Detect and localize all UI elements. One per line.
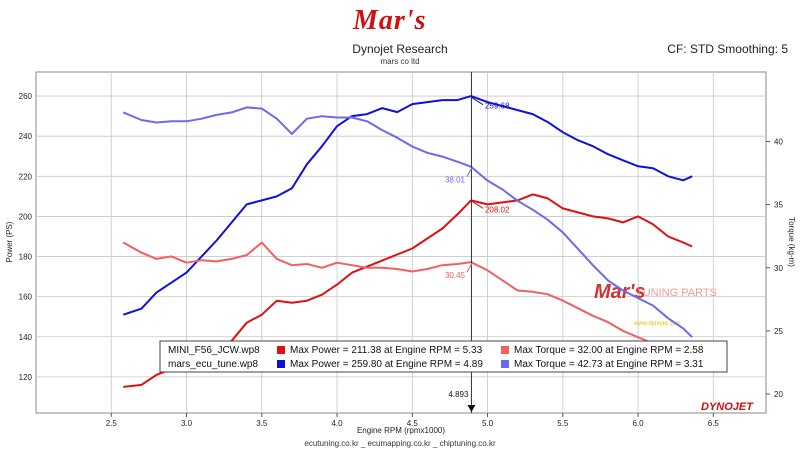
legend-background xyxy=(159,340,728,373)
x-tick-label: 6.0 xyxy=(632,419,644,428)
y-right-tick-label: 30 xyxy=(774,264,783,273)
watermark-text: TUNING PARTS xyxy=(636,287,717,299)
legend-box: MINI_F56_JCW.wp8 Max Power = 211.38 at E… xyxy=(159,340,728,373)
y-axis-left-label: Power (PS) xyxy=(5,221,14,262)
y-left-tick-label: 180 xyxy=(19,253,33,262)
legend-torque-1: Max Torque = 32.00 at Engine RPM = 2.58 xyxy=(514,345,704,356)
correction-factor-label: CF: STD Smoothing: 5 xyxy=(667,42,788,56)
y-left-tick-label: 220 xyxy=(19,172,33,181)
x-tick-label: 2.5 xyxy=(106,419,118,428)
y-right-tick-label: 25 xyxy=(774,327,783,336)
series-line-3 xyxy=(122,241,693,371)
y-left-tick-label: 160 xyxy=(19,293,33,302)
rpm-cursor-label: 4.893 xyxy=(448,390,469,399)
legend-power-1: Max Power = 211.38 at Engine RPM = 5.33 xyxy=(290,345,483,356)
point-label: 30.45 xyxy=(445,271,466,280)
point-label-arrow xyxy=(471,97,484,106)
series-line-2 xyxy=(122,95,693,316)
y-left-tick-label: 260 xyxy=(19,92,33,101)
legend-file-1: MINI_F56_JCW.wp8 xyxy=(168,345,260,356)
x-tick-label: 3.0 xyxy=(181,419,193,428)
point-label: 38.01 xyxy=(445,176,466,185)
y-left-tick-label: 120 xyxy=(19,373,33,382)
point-labels: 259.68 208.02 38.01 30.45 xyxy=(445,97,510,280)
point-label-arrow xyxy=(466,262,473,273)
x-tick-label: 4.5 xyxy=(407,419,419,428)
point-label-arrow xyxy=(471,200,484,209)
legend-torque-2: Max Torque = 42.73 at Engine RPM = 3.31 xyxy=(514,359,704,370)
y-right-tick-label: 40 xyxy=(774,137,783,146)
watermark: Mar's TUNING PARTS www.dynojet.com xyxy=(594,281,717,327)
x-axis-label: Engine RPM (rpmx1000) xyxy=(357,426,445,435)
y-left-tick-label: 140 xyxy=(19,333,33,342)
brand-logo: Mar's xyxy=(353,5,427,36)
legend-swatch-torque-1 xyxy=(501,346,509,354)
legend-power-2: Max Power = 259.80 at Engine RPM = 4.89 xyxy=(290,359,483,370)
dynojet-brand-mark: DYNOJET xyxy=(701,401,754,413)
chart-title: Dynojet Research xyxy=(352,42,448,56)
series-group xyxy=(122,95,693,388)
x-tick-label: 4.0 xyxy=(331,419,343,428)
point-label-arrow xyxy=(466,167,473,177)
point-label: 259.68 xyxy=(485,102,510,111)
y-left-tick-label: 240 xyxy=(19,132,33,141)
legend-swatch-power-1 xyxy=(277,346,285,354)
legend-swatch-power-2 xyxy=(277,360,285,368)
x-tick-label: 5.5 xyxy=(557,419,569,428)
footer-text: ecutuning.co.kr _ ecumapping.co.kr _ chi… xyxy=(304,439,496,448)
y-left-tick-label: 200 xyxy=(19,212,33,221)
series-line-4 xyxy=(122,106,693,338)
x-tick-label: 3.5 xyxy=(256,419,268,428)
legend-file-2: mars_ecu_tune.wp8 xyxy=(168,359,258,370)
rpm-cursor-marker[interactable] xyxy=(467,405,476,412)
y-axis-right-ticks: 20 25 30 35 40 xyxy=(766,137,783,399)
point-label: 208.02 xyxy=(485,205,510,214)
watermark-brand: Mar's xyxy=(594,281,645,303)
y-axis-right-label: Torque (kg-m) xyxy=(787,217,796,267)
x-axis-ticks: 2.5 3.0 3.5 4.0 4.5 5.0 5.5 6.0 6.5 xyxy=(106,413,720,428)
y-right-tick-label: 35 xyxy=(774,201,783,210)
x-tick-label: 5.0 xyxy=(482,419,494,428)
y-axis-left-ticks: 120 140 160 180 200 220 240 260 xyxy=(19,92,33,382)
chart-subtitle: mars co ltd xyxy=(380,57,420,66)
legend-swatch-torque-2 xyxy=(501,360,509,368)
y-right-tick-label: 20 xyxy=(774,390,783,399)
x-tick-label: 6.5 xyxy=(708,419,720,428)
watermark-small: www.dynojet.com xyxy=(633,321,681,327)
